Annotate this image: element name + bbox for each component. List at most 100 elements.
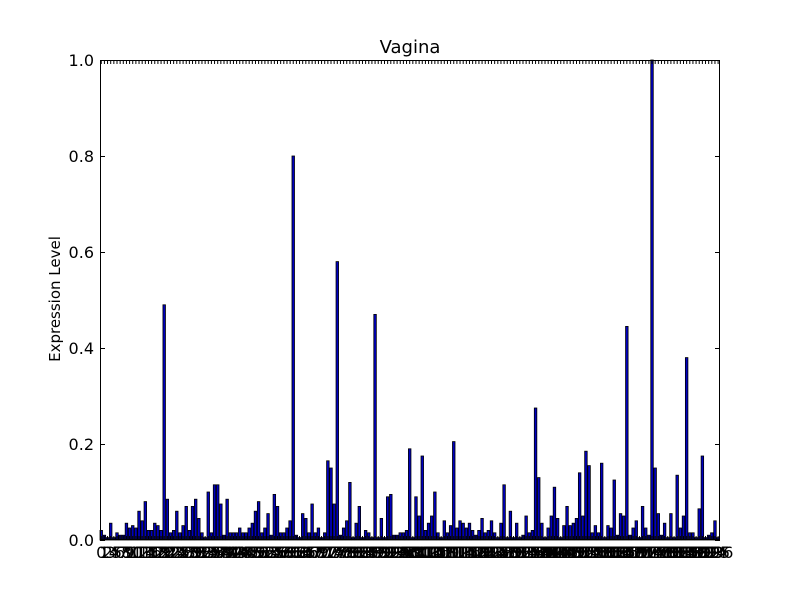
x-tick-label: 171	[624, 543, 655, 562]
bar	[653, 467, 657, 541]
x-tick-label: 165	[605, 543, 636, 562]
bar	[348, 481, 352, 541]
x-tick-label: 121	[467, 543, 498, 562]
x-tick-label: 111	[435, 543, 466, 562]
x-tick-label: 30	[186, 543, 206, 562]
x-tick-label: 146	[545, 543, 576, 562]
x-tick-label: 105	[416, 543, 447, 562]
x-tick-label: 47	[239, 543, 259, 562]
x-tick-label: 16	[141, 543, 161, 562]
x-tick-label: 1	[99, 543, 109, 562]
x-tick-label: 12	[129, 543, 149, 562]
bar	[143, 501, 147, 541]
x-tick-label: 110	[432, 543, 463, 562]
bar	[310, 503, 314, 541]
x-tick-label: 29	[182, 543, 202, 562]
bar	[640, 505, 645, 541]
x-tick-label: 67	[302, 543, 322, 562]
bar	[612, 479, 616, 541]
bar	[508, 510, 513, 541]
x-tick-label: 151	[561, 543, 592, 562]
bar	[194, 498, 198, 541]
x-tick-label: 93	[384, 543, 404, 562]
x-tick-label: 85	[359, 543, 379, 562]
x-tick-label: 44	[230, 543, 250, 562]
bar	[272, 493, 277, 541]
x-tick-label: 39	[214, 543, 234, 562]
x-tick-label: 56	[267, 543, 287, 562]
x-tick-label: 88	[368, 543, 388, 562]
x-tick-label: 119	[461, 543, 492, 562]
x-tick-labels: 0123456789101112131415161718192021222324…	[96, 543, 733, 562]
x-tick-label: 124	[476, 543, 507, 562]
x-tick-label: 115	[448, 543, 479, 562]
x-tick-label: 114	[445, 543, 476, 562]
plot-frame	[100, 60, 720, 540]
bar	[625, 325, 629, 541]
x-tick-label: 55	[264, 543, 284, 562]
x-tick-label: 180	[652, 543, 683, 562]
x-tick-label: 2	[102, 543, 112, 562]
x-tick-label: 79	[340, 543, 360, 562]
bar	[414, 496, 418, 541]
bar	[291, 155, 295, 541]
x-tick-label: 32	[192, 543, 212, 562]
bar	[206, 491, 210, 541]
x-tick-label: 49	[245, 543, 265, 562]
x-tick-label: 178	[646, 543, 677, 562]
x-tick-label: 143	[536, 543, 567, 562]
x-tick-label: 106	[420, 543, 451, 562]
bar	[502, 484, 506, 541]
x-tick-label: 183	[662, 543, 693, 562]
x-tick-label: 138	[520, 543, 551, 562]
x-tick-label: 90	[374, 543, 394, 562]
x-tick-label: 63	[289, 543, 309, 562]
x-tick-label: 52	[255, 543, 275, 562]
x-tick-label: 191	[687, 543, 718, 562]
x-tick-label: 150	[558, 543, 589, 562]
bar	[357, 505, 361, 541]
x-tick-label: 123	[473, 543, 504, 562]
x-tick-label: 59	[277, 543, 297, 562]
x-tick-label: 184	[665, 543, 696, 562]
x-tick-label: 142	[533, 543, 564, 562]
x-tick-label: 174	[634, 543, 665, 562]
x-tick-label: 170	[621, 543, 652, 562]
x-tick-label: 155	[574, 543, 605, 562]
bar	[326, 460, 330, 541]
bar	[332, 503, 336, 541]
x-tick-label: 71	[315, 543, 335, 562]
x-tick-label: 77	[333, 543, 353, 562]
x-tick-label: 46	[236, 543, 256, 562]
x-tick-label: 102	[407, 543, 438, 562]
x-tick-label: 187	[675, 543, 706, 562]
bar	[389, 493, 393, 541]
y-tick-labels: 0.0 0.2 0.4 0.6 0.8 1.0	[69, 51, 94, 550]
x-tick-label: 186	[671, 543, 702, 562]
x-tick-label: 76	[330, 543, 350, 562]
x-tick-label: 41	[220, 543, 240, 562]
x-tick-label: 73	[321, 543, 341, 562]
x-tick-label: 192	[690, 543, 721, 562]
x-tick-label: 182	[659, 543, 690, 562]
x-tick-label: 144	[539, 543, 570, 562]
x-tick-label: 94	[387, 543, 407, 562]
x-tick-label: 5	[112, 543, 122, 562]
x-tick-label: 127	[486, 543, 517, 562]
x-tick-label: 168	[615, 543, 646, 562]
x-tick-label: 35	[201, 543, 221, 562]
x-tick-label: 43	[226, 543, 246, 562]
x-tick-label: 70	[311, 543, 331, 562]
x-tick-label: 72	[318, 543, 338, 562]
x-tick-label: 96	[393, 543, 413, 562]
bar	[225, 498, 229, 541]
x-tick-label: 84	[355, 543, 375, 562]
x-tick-label: 161	[593, 543, 624, 562]
x-tick-label: 11	[126, 543, 146, 562]
x-tick-label: 112	[438, 543, 469, 562]
x-tick-label: 10	[123, 543, 143, 562]
bar	[565, 505, 569, 541]
bar	[408, 448, 412, 541]
x-tick-label: 166	[608, 543, 639, 562]
x-tick-label: 33	[195, 543, 215, 562]
